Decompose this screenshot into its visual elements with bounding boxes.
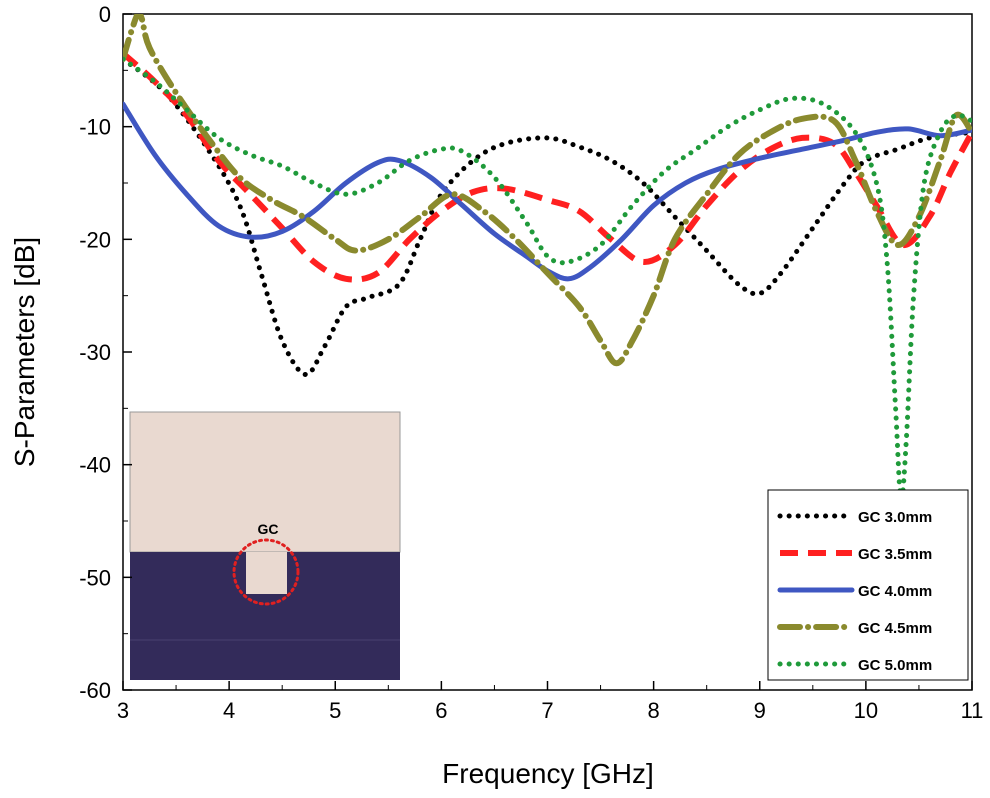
y-axis-ticks: 0 -10 -20 -30 -40 -50 -60 <box>79 2 132 703</box>
inset-top-region <box>129 411 401 553</box>
inset-gc-label: GC <box>258 521 279 537</box>
x-axis-title: Frequency [GHz] <box>442 758 654 789</box>
x-tick-label: 3 <box>117 698 129 723</box>
legend-label: GC 5.0mm <box>858 657 932 674</box>
inset-gap-notch <box>246 552 287 594</box>
series-line-gc-5-0mm <box>123 56 972 502</box>
series-line-gc-3-0mm <box>123 56 972 377</box>
y-tick-label: 0 <box>99 2 111 27</box>
legend-box <box>767 489 969 681</box>
inset-schematic: GC <box>129 411 401 680</box>
y-tick-label: -20 <box>79 227 111 252</box>
series-line-gc-3-5mm <box>123 51 972 283</box>
legend-label: GC 3.0mm <box>858 509 932 526</box>
y-tick-label: -10 <box>79 115 111 140</box>
y-tick-label: -50 <box>79 565 111 590</box>
y-axis-title: S-Parameters [dB] <box>9 237 40 467</box>
x-tick-label: 11 <box>961 698 984 723</box>
legend: GC 3.0mm GC 3.5mm GC 4.0mm GC 4.5mm GC 5.0mm <box>767 489 969 681</box>
legend-label: GC 4.5mm <box>858 620 932 637</box>
x-tick-label: 7 <box>541 698 553 723</box>
x-tick-label: 4 <box>223 698 235 723</box>
y-tick-label: -60 <box>79 678 111 703</box>
y-tick-label: -40 <box>79 453 111 478</box>
series-line-gc-4-5mm <box>123 14 972 367</box>
legend-label: GC 3.5mm <box>858 546 932 563</box>
x-tick-label: 5 <box>329 698 341 723</box>
legend-label: GC 4.0mm <box>858 583 932 600</box>
x-tick-label: 9 <box>754 698 766 723</box>
x-axis-ticks: 3 4 5 6 7 8 9 10 11 <box>117 681 984 723</box>
inset-gc-marker-circle <box>232 538 300 606</box>
x-tick-label: 8 <box>648 698 660 723</box>
series-layer <box>123 14 972 502</box>
x-tick-label: 6 <box>435 698 447 723</box>
y-tick-label: -30 <box>79 340 111 365</box>
x-tick-label: 10 <box>854 698 878 723</box>
